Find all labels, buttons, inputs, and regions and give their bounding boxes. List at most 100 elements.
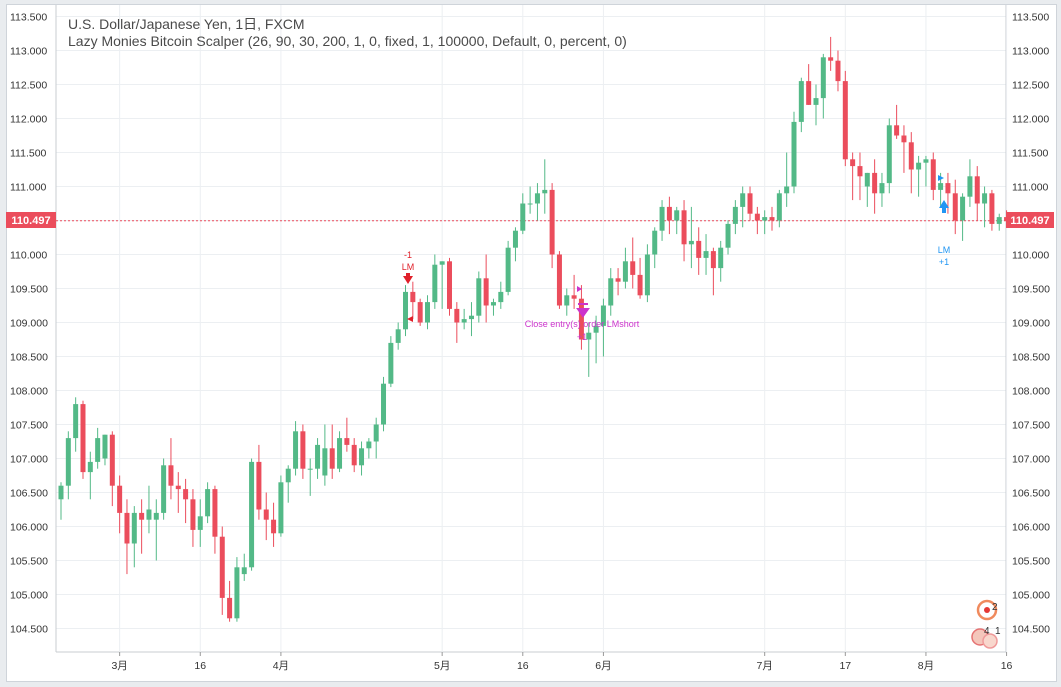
candle-body xyxy=(241,567,247,575)
strategy-signals: -1 LM Close entry(s) order LMshort +1 LM… xyxy=(402,175,950,342)
y-tick-label-right: 113.000 xyxy=(1012,46,1049,58)
candle-body xyxy=(703,251,709,258)
grid-lines xyxy=(55,5,1008,653)
long-marker-icon xyxy=(938,175,944,181)
candle-body xyxy=(820,57,826,99)
candle-body xyxy=(974,176,980,204)
x-tick-label: 3月 xyxy=(111,660,127,672)
y-tick-label-left: 112.500 xyxy=(10,80,47,92)
candle-body xyxy=(791,121,797,187)
candle-body xyxy=(205,489,211,517)
candle-body xyxy=(183,489,189,500)
candle-body xyxy=(446,261,452,309)
price-axis[interactable]: 113.500 113.500 113.000 113.000 112.500 112.5… xyxy=(10,12,1050,636)
x-tick-label: 5月 xyxy=(434,660,450,672)
jp-flag-icon[interactable] xyxy=(982,633,998,649)
candle-body xyxy=(153,512,159,520)
candle-body xyxy=(938,183,944,190)
y-tick-label-right: 110.000 xyxy=(1012,250,1049,262)
y-tick-label-left: 104.500 xyxy=(10,624,48,636)
candle-body xyxy=(828,57,834,61)
candle-body xyxy=(381,383,387,425)
candle-body xyxy=(681,210,687,245)
candle-body xyxy=(989,193,995,224)
candle-body xyxy=(608,278,614,306)
candle-body xyxy=(505,247,511,292)
candle-body xyxy=(359,448,365,466)
indicator-title[interactable]: Lazy Monies Bitcoin Scalper (26, 90, 30,… xyxy=(68,33,627,49)
time-axis[interactable]: 3月 16 4月 5月 16 6月 7月 17 8月 16 xyxy=(111,652,1013,672)
candle-body xyxy=(872,172,878,194)
candle-body xyxy=(769,217,775,221)
candle-body xyxy=(139,512,145,520)
short-entry-arrow-icon xyxy=(403,273,413,284)
candle-body xyxy=(586,332,592,340)
candle-body xyxy=(425,302,430,323)
candle-body xyxy=(271,519,277,534)
last-price-tag-right xyxy=(1006,212,1054,228)
candle-body xyxy=(351,444,357,466)
candle-body xyxy=(102,434,108,459)
candle-body xyxy=(439,261,445,265)
candle-body xyxy=(263,509,269,520)
symbol-title[interactable]: U.S. Dollar/Japanese Yen, 1日, FXCM xyxy=(68,16,305,32)
candle-body xyxy=(461,319,467,323)
y-tick-label-right: 112.500 xyxy=(1012,80,1049,92)
event-ring-icon[interactable] xyxy=(976,599,998,621)
candle-body xyxy=(747,193,753,214)
x-tick-label: 16 xyxy=(1001,660,1013,672)
candle-body xyxy=(131,512,137,544)
last-price-right: 110.497 xyxy=(1010,215,1049,227)
y-tick-label-right: 108.000 xyxy=(1012,386,1050,398)
y-tick-label-left: 107.000 xyxy=(10,454,48,466)
candle-body xyxy=(960,196,966,221)
y-tick-label-right: 111.500 xyxy=(1012,148,1049,160)
event-count-top: 2 xyxy=(992,602,998,613)
candle-body xyxy=(329,448,335,469)
candle-body xyxy=(520,203,526,231)
x-tick-label: 17 xyxy=(839,660,851,672)
candle-body xyxy=(916,162,922,170)
candle-body xyxy=(395,329,401,343)
candle-body xyxy=(73,404,79,439)
candle-body xyxy=(784,186,790,194)
candle-body xyxy=(278,482,284,534)
candle-body xyxy=(710,251,716,269)
candle-body xyxy=(117,485,123,513)
y-tick-label-right: 111.000 xyxy=(1012,182,1049,194)
candle-body xyxy=(307,468,313,470)
y-tick-label-left: 106.500 xyxy=(10,488,48,500)
last-price-tag-left xyxy=(6,212,56,228)
candle-body xyxy=(857,166,863,177)
candle-body xyxy=(95,438,101,462)
candle-body xyxy=(542,189,548,194)
candle-body xyxy=(87,461,93,473)
y-tick-label-right: 105.500 xyxy=(1012,556,1050,568)
candles xyxy=(58,36,1010,622)
event-count-b: 1 xyxy=(995,626,1001,637)
candle-body xyxy=(190,499,196,530)
candle-body xyxy=(454,308,460,323)
candle-body xyxy=(762,217,768,221)
candle-body xyxy=(476,278,482,316)
candle-body xyxy=(219,536,225,598)
candle-body xyxy=(593,325,599,333)
candle-body xyxy=(674,210,680,221)
candle-body xyxy=(564,295,570,306)
candle-body xyxy=(168,465,174,486)
close-short-arrow-icon xyxy=(576,303,590,318)
events-badges[interactable]: 2 4 1 xyxy=(971,599,1001,649)
candle-body xyxy=(410,291,416,303)
y-tick-label-left: 106.000 xyxy=(10,522,48,534)
candle-body xyxy=(688,240,694,245)
y-tick-label-left: 111.500 xyxy=(10,148,47,160)
signal-short-label: LM xyxy=(402,262,415,272)
candle-body xyxy=(864,172,870,187)
candle-body xyxy=(982,193,988,204)
candle-body xyxy=(578,298,584,340)
candle-body xyxy=(996,217,1002,224)
close-marker-icon xyxy=(577,286,582,292)
candle-body xyxy=(776,193,782,221)
candle-body xyxy=(798,81,804,122)
